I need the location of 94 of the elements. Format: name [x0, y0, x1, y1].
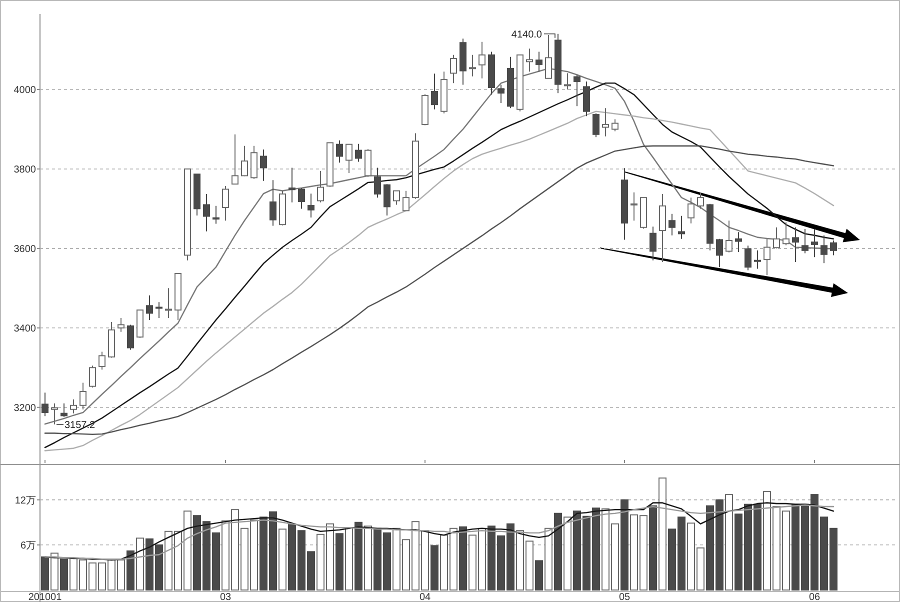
candlestick: [127, 324, 134, 350]
candlestick: [564, 72, 571, 90]
candlestick: [402, 190, 410, 212]
candlestick: [42, 392, 48, 417]
y-tick-label: 3400: [14, 323, 36, 334]
y-tick-label: 4000: [14, 84, 36, 96]
candlestick: [650, 226, 656, 261]
candlestick: [782, 222, 790, 246]
bar: [554, 512, 562, 590]
candlestick: [744, 245, 752, 271]
candlestick: [80, 382, 86, 410]
bar: [50, 552, 58, 590]
candlestick: [336, 140, 343, 164]
candlestick: [222, 186, 229, 222]
candlestick: [450, 54, 457, 84]
candlestick: [308, 193, 314, 218]
candlestick: [478, 41, 486, 79]
bar: [136, 538, 144, 590]
candlestick: [792, 226, 799, 262]
candlestick: [754, 250, 761, 270]
bar: [336, 533, 344, 590]
annotation: 4140.0: [511, 29, 542, 40]
y-tick-label: 3600: [14, 244, 36, 255]
candlestick: [98, 351, 106, 370]
candlestick: [212, 205, 220, 224]
candlestick: [764, 238, 770, 276]
bar: [620, 499, 628, 590]
candlestick: [498, 84, 504, 104]
candlestick: [678, 215, 685, 240]
bar: [725, 494, 733, 590]
bar: [430, 545, 438, 590]
bar: [60, 558, 68, 590]
y-tick-label: 3200: [14, 402, 36, 414]
candlestick: [574, 74, 580, 107]
candlestick: [118, 317, 124, 332]
candlestick: [630, 192, 638, 222]
x-tick-label: 04: [419, 592, 431, 602]
bar: [354, 522, 362, 590]
candlestick: [592, 112, 600, 138]
candlestick: [51, 402, 58, 425]
candlestick: [526, 48, 533, 72]
bar: [535, 560, 543, 590]
candlestick: [156, 302, 162, 318]
candlestick: [60, 402, 68, 418]
candlestick: [384, 184, 390, 216]
bar: [126, 550, 134, 590]
bar: [564, 516, 572, 590]
candlestick: [355, 143, 362, 162]
x-tick-label: 06: [808, 592, 820, 602]
candlestick: [317, 170, 324, 203]
bar: [658, 478, 666, 590]
candlestick: [688, 197, 694, 224]
candlestick: [146, 294, 153, 320]
candlestick: [70, 398, 77, 414]
candlestick: [374, 167, 381, 198]
candlestick: [802, 228, 808, 254]
bar: [364, 526, 372, 590]
candlestick: [773, 226, 780, 249]
candlestick: [668, 213, 676, 236]
candlestick: [726, 220, 732, 253]
candlestick: [536, 51, 542, 72]
candlestick: [612, 118, 618, 132]
candlestick: [811, 228, 818, 258]
candlestick: [393, 190, 400, 206]
candlestick: [469, 54, 476, 77]
candlestick: [232, 134, 238, 185]
candlestick: [697, 192, 704, 210]
bar: [41, 556, 49, 590]
candlestick: [545, 34, 552, 79]
bar: [345, 527, 353, 590]
candlestick: [241, 145, 248, 177]
x-tick-label: 03: [220, 592, 232, 602]
candlestick: [288, 167, 296, 203]
bar: [649, 505, 657, 590]
candlestick: [165, 288, 172, 318]
candlestick: [820, 234, 828, 264]
candlestick: [298, 188, 305, 210]
y-tick-label: 3800: [14, 164, 36, 176]
bar: [278, 528, 286, 590]
candlestick: [346, 144, 352, 174]
bar: [459, 526, 467, 590]
candlestick: [735, 232, 742, 253]
bar: [544, 528, 552, 590]
candlestick: [431, 73, 438, 110]
y-tick-label: 12万: [14, 495, 36, 506]
x-tick-label: 05: [618, 592, 630, 602]
candlestick: [203, 193, 210, 232]
candlestick: [89, 365, 96, 388]
candlestick: [602, 108, 609, 137]
candlestick: [716, 238, 723, 268]
candlestick: [830, 240, 837, 256]
candlestick: [270, 180, 276, 226]
candlestick: [260, 148, 267, 182]
y-tick-label: 6万: [20, 540, 36, 552]
